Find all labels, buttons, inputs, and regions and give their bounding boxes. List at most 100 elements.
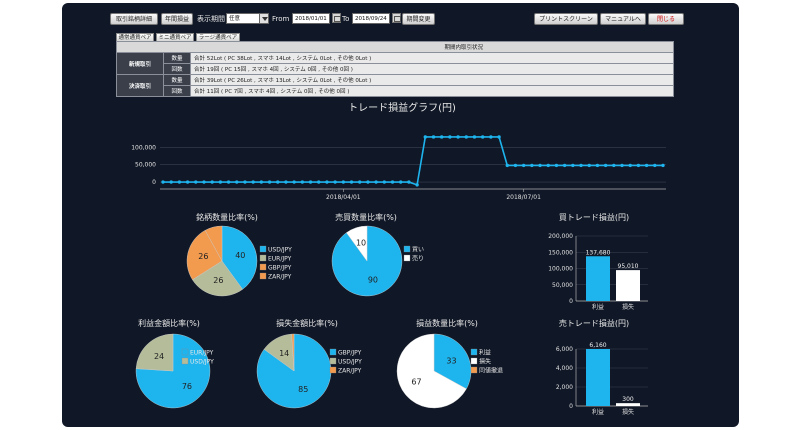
line-point <box>169 180 173 184</box>
line-point <box>448 135 452 139</box>
print-screen-button[interactable]: プリントスクリーン <box>534 13 598 25</box>
line-point <box>333 180 337 184</box>
line-point <box>226 180 231 184</box>
bar-sell-bar <box>586 349 610 406</box>
bar-sell-bar <box>616 403 640 406</box>
line-point <box>562 163 567 168</box>
charts-canvas: 0 50,000 100,000 2018/04/01 2018/07/01 40 26 26… <box>131 135 666 416</box>
line-point <box>415 183 419 187</box>
line-point <box>194 180 198 184</box>
pie-loss-legend-label: USD/JPY <box>338 359 362 366</box>
line-point <box>497 135 501 139</box>
line-point <box>521 163 526 168</box>
line-x-tick-label: 2018/07/01 <box>506 194 541 201</box>
line-point <box>259 180 264 184</box>
line-point <box>530 163 534 168</box>
report-panel: 取引銘柄詳細 年間損益 表示期間 任意 From 2018/01/01 To 2… <box>62 3 739 427</box>
line-point <box>317 180 321 184</box>
manual-button[interactable]: マニュアルへ <box>600 13 646 25</box>
line-point <box>308 180 313 184</box>
line-point <box>161 180 165 184</box>
pie-symbol-legend-label: ZAR/JPY <box>268 274 292 281</box>
change-period-button[interactable]: 期間変更 <box>402 13 435 25</box>
table-row: 新規取引 数量 合計 52Lot ( PC 38Lot , スマホ 14Lot … <box>116 52 674 75</box>
bar-buy-value-label: 137,680 <box>586 249 611 256</box>
line-point <box>341 180 346 184</box>
pie-side-legend-swatch <box>403 245 411 253</box>
line-point <box>284 180 288 184</box>
line-point <box>653 163 657 168</box>
pie-count-legend-label: 同値撤退 <box>479 367 503 375</box>
line-point <box>292 180 296 184</box>
pie-symbol-legend-label: EUR/JPY <box>268 256 292 263</box>
line-point <box>644 163 649 168</box>
bar-sell-value-label: 6,160 <box>589 342 606 349</box>
line-point <box>218 180 223 184</box>
pie-profit-legend-label: USD/JPY <box>190 359 214 366</box>
line-point <box>243 180 247 184</box>
bar-buy-y-tick-label: 100,000 <box>548 266 573 273</box>
row-group-close: 決済取引 <box>116 74 164 97</box>
pie-loss-slice-label: 14 <box>279 349 289 358</box>
pie-side-slice-label: 90 <box>368 275 378 284</box>
line-point <box>349 180 354 184</box>
pie-symbol-legend-label: GBP/JPY <box>268 265 292 272</box>
pie-count-slice-label: 67 <box>411 377 421 386</box>
line-point <box>300 180 305 184</box>
pie-profit-legend-swatch <box>181 357 189 365</box>
pie-symbol-legend-swatch <box>259 272 267 280</box>
close-button[interactable]: 閉じる <box>648 13 684 25</box>
line-point <box>538 163 542 168</box>
pie-count-legend-label: 利益 <box>479 349 491 357</box>
line-point <box>399 180 403 184</box>
pie-count-legend-swatch <box>470 366 478 374</box>
to-date-input[interactable]: 2018/09/24 <box>352 13 390 24</box>
trade-summary-table: 期間内取引状況 新規取引 数量 合計 52Lot ( PC 38Lot , スマ… <box>116 41 674 97</box>
bar-sell-y-tick-label: 4,000 <box>556 365 573 372</box>
trade-detail-button[interactable]: 取引銘柄詳細 <box>110 13 158 25</box>
line-point <box>661 163 665 168</box>
bar-buy-value-label: 95,010 <box>618 263 639 270</box>
pie-symbol-slice <box>186 230 223 281</box>
to-label: To <box>342 15 350 23</box>
pie-side-legend-label: 買い <box>412 247 424 254</box>
line-series <box>163 136 663 186</box>
bar-buy-y-tick-label: 150,000 <box>548 249 573 256</box>
pie-count-legend-swatch <box>470 348 478 356</box>
bar-buy-bar <box>586 256 610 301</box>
line-point <box>358 180 362 184</box>
from-date-input[interactable]: 2018/01/01 <box>292 13 330 24</box>
line-point <box>276 180 280 184</box>
row-value: 合計 11回 ( PC 7回 , スマホ 4回 , システム 0回 , その他 … <box>190 85 674 97</box>
bar-sell-y-tick-label: 6,000 <box>556 346 573 353</box>
pie-count-legend-label: 損失 <box>479 358 491 366</box>
pie-loss-slice-label: 85 <box>298 385 308 394</box>
line-point <box>366 180 370 184</box>
line-point <box>628 163 632 168</box>
line-x-tick-label: 2018/04/01 <box>326 194 361 201</box>
annual-pl-button[interactable]: 年間損益 <box>161 13 193 25</box>
pie-symbol-slice-label: 26 <box>198 252 208 261</box>
bar-buy-bar <box>616 270 640 301</box>
pie-symbol-title: 銘柄数量比率(%) <box>196 213 258 222</box>
line-point <box>636 163 641 168</box>
bar-buy-y-tick-label: 50,000 <box>552 282 573 289</box>
chevron-down-icon[interactable] <box>259 13 269 24</box>
line-point <box>554 163 559 168</box>
pie-count-slice <box>433 333 472 390</box>
bar-sell-title: 売トレード損益(円) <box>558 319 630 328</box>
pie-profit-slice-label: 76 <box>182 382 192 391</box>
pie-loss-slice <box>291 333 295 372</box>
pie-side-slice-label: 10 <box>356 239 366 248</box>
line-y-tick-label: 0 <box>152 179 156 186</box>
pie-side-slice <box>346 225 368 262</box>
calendar-icon[interactable] <box>332 13 341 23</box>
line-point <box>235 180 239 184</box>
pie-profit-slice <box>135 333 174 372</box>
calendar-icon[interactable] <box>392 13 401 23</box>
bar-sell-y-tick-label: 2,000 <box>556 384 573 391</box>
bar-buy-y-tick-label: 0 <box>569 298 573 305</box>
bar-sell-category-label: 利益 <box>592 408 604 416</box>
line-point <box>325 180 329 184</box>
bar-sell-y-tick-label: 0 <box>569 403 573 410</box>
